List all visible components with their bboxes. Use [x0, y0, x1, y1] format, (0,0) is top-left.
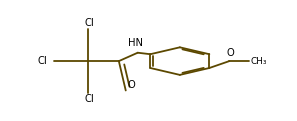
- Text: CH₃: CH₃: [251, 57, 267, 66]
- Text: Cl: Cl: [84, 18, 94, 28]
- Text: Cl: Cl: [38, 56, 48, 66]
- Text: O: O: [128, 80, 135, 90]
- Text: O: O: [227, 48, 234, 58]
- Text: Cl: Cl: [84, 94, 94, 104]
- Text: HN: HN: [128, 38, 143, 48]
